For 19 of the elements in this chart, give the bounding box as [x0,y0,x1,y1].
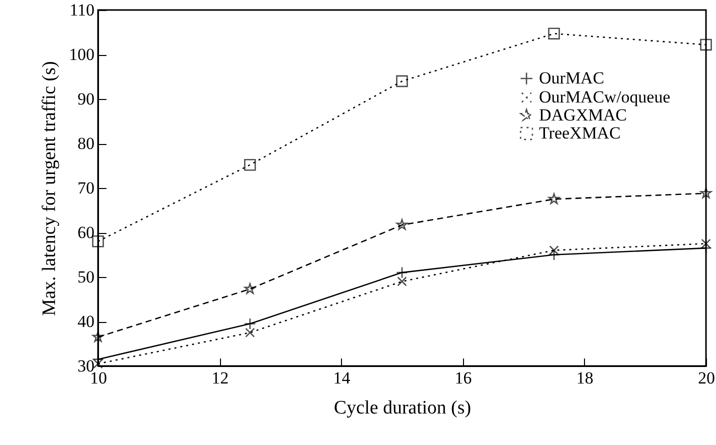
y-tick-label: 70 [78,178,94,198]
x-tick-label: 18 [576,368,594,388]
x-tick-label: 12 [212,368,229,388]
y-tick-label: 80 [78,134,94,153]
x-tick-label: 14 [333,368,351,388]
y-tick-label: 100 [69,45,94,64]
legend-label: OurMACw/oqueue [539,88,670,106]
legend-label: TreeXMAC [539,124,621,142]
legend-label: DAGXMAC [539,106,627,124]
y-tick-label: 50 [78,268,94,286]
y-tick-label: 110 [70,0,94,20]
x-tick-label: 20 [698,368,715,388]
legend-label: OurMAC [539,68,604,88]
x-tick-label: 16 [454,368,472,388]
y-axis-title: Max. latency for urgent traffic (s) [39,61,60,316]
y-tick-label: 90 [78,90,94,108]
x-axis-title: Cycle duration (s) [334,398,472,418]
y-tick-label: 40 [78,312,94,331]
y-tick-label: 60 [78,223,94,242]
